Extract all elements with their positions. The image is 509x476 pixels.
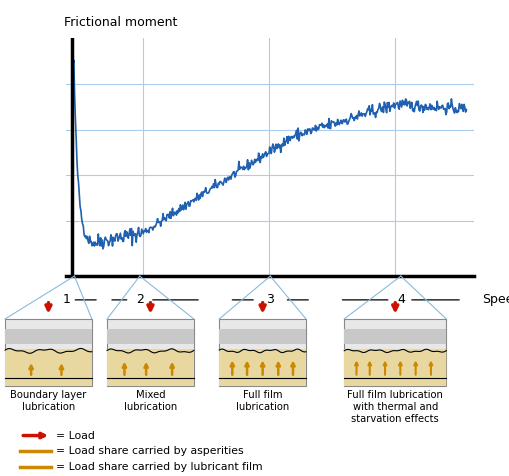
Text: 1: 1 (62, 293, 70, 307)
Text: Mixed
lubrication: Mixed lubrication (124, 390, 177, 412)
Text: Full film lubrication
with thermal and
starvation effects: Full film lubrication with thermal and s… (347, 390, 442, 424)
Text: 3: 3 (266, 293, 274, 307)
Text: 2: 2 (135, 293, 144, 307)
Text: 4: 4 (396, 293, 404, 307)
Text: = Load share carried by lubricant film: = Load share carried by lubricant film (56, 462, 262, 472)
Text: Frictional moment: Frictional moment (64, 16, 177, 29)
Text: Full film
lubrication: Full film lubrication (236, 390, 289, 412)
Text: Boundary layer
lubrication: Boundary layer lubrication (10, 390, 87, 412)
Text: = Load share carried by asperities: = Load share carried by asperities (56, 446, 243, 456)
Text: = Load: = Load (56, 430, 95, 441)
Text: Speed: Speed (482, 293, 509, 307)
